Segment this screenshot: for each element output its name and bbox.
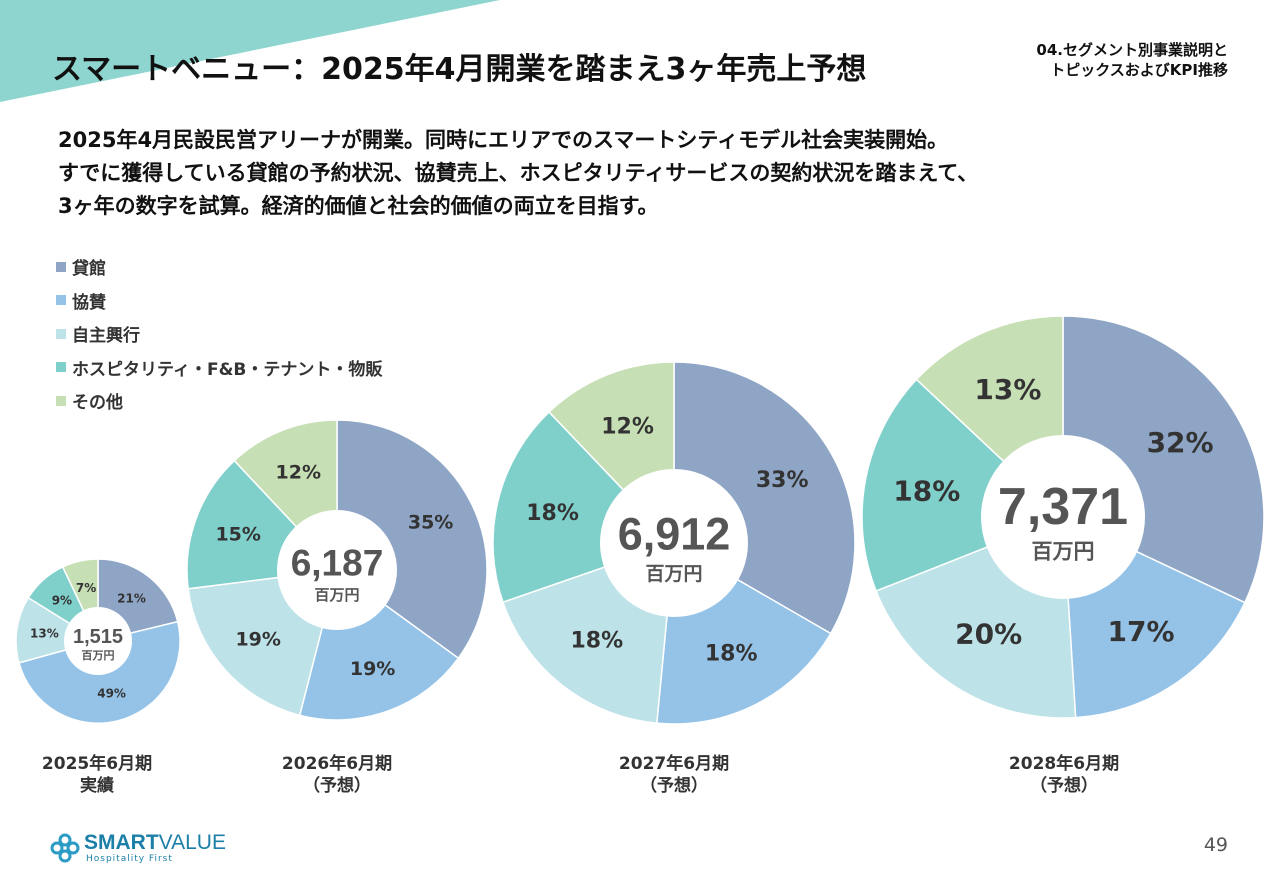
period-note: 実績 [80, 776, 114, 796]
donut-total-unit: 百万円 [82, 649, 115, 662]
slice-percent-label: 13% [974, 373, 1041, 406]
slice-percent-label: 18% [893, 475, 960, 508]
slice-percent-label: 18% [705, 642, 758, 667]
donut-hole [600, 469, 748, 617]
legend-item-rental: 貸館 [56, 250, 382, 284]
page-title: スマートベニュー：2025年4月開業を踏まえ3ヶ年売上予想 [52, 52, 867, 87]
legend-swatch [56, 261, 66, 272]
intro-line-3: 3ヶ年の数字を試算。経済的価値と社会的価値の両立を目指す。 [58, 194, 659, 218]
slice-percent-label: 35% [408, 511, 453, 533]
slice-percent-label: 12% [601, 415, 654, 440]
slice-percent-label: 13% [30, 626, 59, 640]
slice-percent-label: 20% [955, 618, 1022, 651]
slice-percent-label: 7% [76, 581, 96, 595]
slice-percent-label: 19% [350, 658, 395, 680]
period-year: 2027年6月期 [618, 754, 730, 774]
period-label-2028: 2028年6月期 （予想） [984, 753, 1144, 797]
chart-legend: 貸館 協賛 自主興行 ホスピタリティ・F&B・テナント・物販 その他 [56, 250, 382, 418]
intro-line-1: 2025年4月民設民営アリーナが開業。同時にエリアでのスマートシティモデル社会実… [58, 128, 949, 152]
slice-percent-label: 33% [756, 468, 809, 493]
section-label-line2: トピックスおよびKPI推移 [1050, 61, 1228, 79]
donut-total-value: 1,515 [73, 626, 123, 648]
donut-hole [64, 607, 132, 675]
intro-text: 2025年4月民設民営アリーナが開業。同時にエリアでのスマートシティモデル社会実… [58, 124, 1238, 223]
legend-item-self-promotion: 自主興行 [56, 317, 382, 351]
period-label-2025: 2025年6月期 実績 [17, 753, 177, 797]
legend-swatch [56, 395, 66, 406]
period-label-2026: 2026年6月期 （予想） [257, 753, 417, 797]
donut-total-value: 6,912 [618, 509, 731, 560]
slice-percent-label: 15% [215, 523, 260, 545]
slice-percent-label: 17% [1107, 615, 1174, 648]
intro-line-2: すでに獲得している貸館の予約状況、協賛売上、ホスピタリティサービスの契約状況を踏… [58, 161, 979, 185]
legend-label: ホスピタリティ・F&B・テナント・物販 [72, 359, 383, 380]
section-label: 04.セグメント別事業説明と トピックスおよびKPI推移 [988, 40, 1228, 80]
company-logo: SMARTVALUE Hospitality First [50, 832, 226, 864]
slice-percent-label: 18% [526, 501, 579, 526]
slice-percent-label: 21% [117, 592, 146, 606]
donut-total-unit: 百万円 [645, 563, 702, 585]
legend-swatch [56, 328, 66, 339]
legend-label: その他 [72, 393, 123, 414]
slice-percent-label: 32% [1147, 426, 1214, 459]
period-note: （予想） [640, 776, 708, 796]
donut-total-value: 7,371 [998, 478, 1128, 536]
period-note: （予想） [303, 776, 371, 796]
logo-tagline: Hospitality First [86, 854, 173, 864]
period-note: （予想） [1030, 776, 1098, 796]
slice-percent-label: 19% [235, 628, 280, 650]
legend-swatch [56, 362, 66, 373]
period-year: 2028年6月期 [1008, 754, 1120, 774]
legend-label: 協賛 [72, 292, 106, 313]
section-label-line1: 04.セグメント別事業説明と [1036, 41, 1228, 59]
period-year: 2025年6月期 [41, 754, 153, 774]
logo-icon [50, 833, 80, 863]
slice-percent-label: 9% [52, 594, 72, 608]
slice-percent-label: 49% [97, 686, 126, 700]
legend-swatch [56, 295, 66, 306]
logo-text-rest: VALUE [158, 831, 226, 854]
period-label-2027: 2027年6月期 （予想） [594, 753, 754, 797]
donut-slice [861, 378, 1065, 592]
slice-percent-label: 12% [276, 461, 321, 483]
donut-hole [981, 435, 1145, 599]
logo-text-bold: SMART [84, 831, 159, 854]
donut-hole [277, 510, 397, 630]
legend-item-hospitality: ホスピタリティ・F&B・テナント・物販 [56, 351, 382, 385]
donut-slice [336, 419, 488, 660]
legend-label: 貸館 [72, 259, 106, 280]
donut-total-unit: 百万円 [314, 586, 359, 604]
slice-percent-label: 18% [570, 629, 623, 654]
legend-label: 自主興行 [72, 326, 140, 347]
donut-total-value: 6,187 [291, 542, 384, 583]
page-number: 49 [1203, 834, 1228, 856]
period-year: 2026年6月期 [281, 754, 393, 774]
legend-item-sponsorship: 協賛 [56, 284, 382, 318]
donut-total-unit: 百万円 [1032, 539, 1095, 563]
legend-item-other: その他 [56, 384, 382, 418]
